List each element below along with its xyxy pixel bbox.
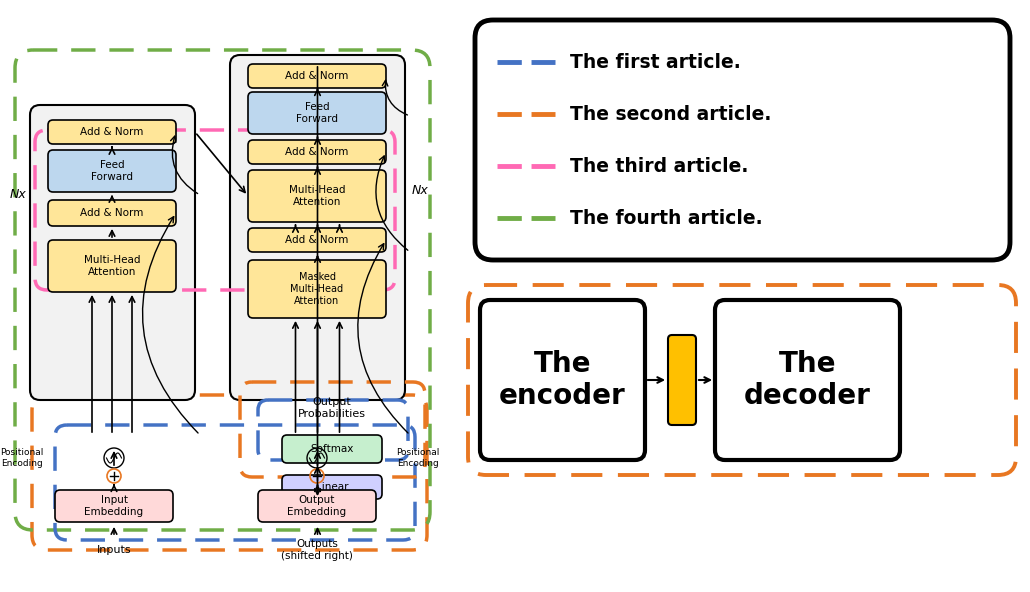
Text: The third article.: The third article.: [570, 156, 749, 175]
Text: Multi-Head
Attention: Multi-Head Attention: [288, 185, 345, 207]
Text: Masked
Multi-Head
Attention: Masked Multi-Head Attention: [290, 272, 344, 305]
FancyBboxPatch shape: [48, 150, 176, 192]
FancyBboxPatch shape: [258, 490, 376, 522]
FancyBboxPatch shape: [55, 490, 173, 522]
FancyBboxPatch shape: [248, 228, 386, 252]
Text: Outputs
(shifted right): Outputs (shifted right): [281, 539, 353, 561]
FancyBboxPatch shape: [248, 260, 386, 318]
FancyBboxPatch shape: [248, 140, 386, 164]
Text: Nx: Nx: [412, 184, 428, 197]
FancyBboxPatch shape: [248, 64, 386, 88]
Text: Linear: Linear: [316, 482, 348, 492]
Text: Feed
Forward: Feed Forward: [296, 102, 338, 124]
FancyBboxPatch shape: [480, 300, 645, 460]
Text: Nx: Nx: [9, 188, 27, 201]
Text: Add & Norm: Add & Norm: [285, 147, 349, 157]
Text: Add & Norm: Add & Norm: [285, 71, 349, 81]
Text: The fourth article.: The fourth article.: [570, 208, 762, 227]
Text: Output
Probabilities: Output Probabilities: [298, 397, 366, 419]
FancyBboxPatch shape: [48, 200, 176, 226]
Text: Positional
Encoding: Positional Encoding: [397, 448, 440, 468]
Text: Add & Norm: Add & Norm: [80, 127, 144, 137]
FancyBboxPatch shape: [48, 240, 176, 292]
Text: Add & Norm: Add & Norm: [80, 208, 144, 218]
Text: Multi-Head
Attention: Multi-Head Attention: [83, 255, 140, 277]
Text: The first article.: The first article.: [570, 53, 741, 72]
Text: The
encoder: The encoder: [500, 350, 626, 410]
FancyBboxPatch shape: [475, 20, 1010, 260]
FancyBboxPatch shape: [48, 120, 176, 144]
FancyBboxPatch shape: [668, 335, 696, 425]
Text: Input
Embedding: Input Embedding: [84, 495, 143, 517]
Text: Output
Embedding: Output Embedding: [287, 495, 346, 517]
Text: Inputs: Inputs: [97, 545, 131, 555]
Text: Add & Norm: Add & Norm: [285, 235, 349, 245]
FancyBboxPatch shape: [230, 55, 405, 400]
FancyBboxPatch shape: [715, 300, 900, 460]
Text: Feed
Forward: Feed Forward: [91, 160, 133, 182]
FancyBboxPatch shape: [30, 105, 195, 400]
FancyBboxPatch shape: [282, 475, 382, 499]
FancyBboxPatch shape: [248, 92, 386, 134]
Text: The second article.: The second article.: [570, 105, 771, 124]
Text: Softmax: Softmax: [310, 444, 353, 454]
Text: Positional
Encoding: Positional Encoding: [0, 448, 43, 468]
FancyBboxPatch shape: [248, 170, 386, 222]
FancyBboxPatch shape: [282, 435, 382, 463]
Text: The
decoder: The decoder: [744, 350, 871, 410]
